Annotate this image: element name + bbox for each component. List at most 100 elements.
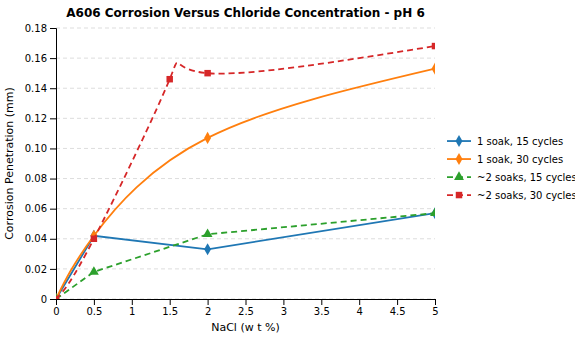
y-tick-mark — [50, 58, 56, 59]
y-tick-label: 0.10 — [25, 143, 47, 154]
y-axis: 0 0.02 0.04 0.06 0.08 0.10 0.12 0.14 0.16 0.18 — [25, 23, 57, 305]
y-tick: 0.06 — [25, 203, 56, 214]
legend-label: ~2 soaks, 15 cycles — [477, 172, 575, 183]
y-tick-label: 0.04 — [25, 233, 47, 244]
y-tick: 0.10 — [25, 143, 56, 154]
legend: 1 soak, 15 cycles 1 soak, 30 cycles ~2 soa… — [447, 135, 575, 201]
x-tick: 4 — [357, 299, 363, 317]
y-tick-mark — [50, 179, 56, 180]
x-tick-mark — [359, 299, 360, 305]
y-tick-label: 0.14 — [25, 83, 47, 94]
x-tick-label: 2.5 — [238, 306, 254, 317]
x-tick-label: 4.5 — [390, 306, 406, 317]
x-tick: 4.5 — [390, 299, 406, 317]
series-line — [56, 69, 435, 299]
y-tick: 0.14 — [25, 83, 56, 94]
x-tick: 3 — [281, 299, 287, 317]
x-tick-mark — [397, 299, 398, 305]
grid — [56, 28, 435, 299]
x-tick-mark — [94, 299, 95, 305]
grid-line — [56, 208, 435, 209]
series-marker — [430, 207, 435, 216]
series-line — [56, 213, 435, 299]
series-marker — [56, 293, 59, 299]
y-tick-mark — [50, 239, 56, 240]
y-tick-mark — [50, 269, 56, 270]
x-tick: 0.5 — [86, 299, 102, 317]
legend-marker — [456, 153, 463, 165]
y-tick: 0.04 — [25, 233, 56, 244]
legend-item: ~2 soaks, 15 cycles — [447, 171, 575, 182]
series-marker — [91, 236, 97, 242]
y-tick-mark — [50, 88, 56, 89]
series-marker — [56, 293, 61, 299]
x-tick-mark — [321, 299, 322, 305]
legend-item: 1 soak, 15 cycles — [447, 135, 563, 147]
series-marker — [204, 243, 211, 255]
x-tick-mark — [132, 299, 133, 305]
x-tick-label: 0.5 — [86, 306, 102, 317]
y-tick-mark — [50, 148, 56, 149]
y-tick-mark — [50, 209, 56, 210]
plot: 0 0.5 1 1.5 2 2.5 3 3.5 4 4.5 5 0 0.02 0.04 0.06 0.08 0.… — [25, 23, 440, 317]
series-marker — [432, 43, 435, 49]
title: A606 Corrosion Versus Chloride Concentra… — [66, 6, 424, 20]
series-marker — [90, 230, 97, 242]
y-tick: 0 — [41, 294, 56, 305]
series-marker — [166, 76, 172, 82]
legend-marker — [456, 135, 463, 147]
y-tick: 0.02 — [25, 264, 56, 275]
legend-item: 1 soak, 30 cycles — [447, 153, 563, 165]
x-axis: 0 0.5 1 1.5 2 2.5 3 3.5 4 4.5 5 — [53, 299, 438, 317]
grid-line — [56, 178, 435, 179]
grid-line — [56, 28, 435, 29]
y-tick-mark — [50, 299, 56, 300]
series-marker — [204, 70, 210, 76]
y-tick-label: 0.02 — [25, 264, 47, 275]
x-tick: 1.5 — [162, 299, 178, 317]
series-marker — [203, 229, 213, 238]
x-tick-label: 1.5 — [162, 306, 178, 317]
legend-marker — [456, 192, 462, 198]
y-tick-label: 0.06 — [25, 203, 47, 214]
x-tick-label: 5 — [432, 306, 438, 317]
x-tick: 1 — [129, 299, 135, 317]
series-group — [56, 43, 435, 299]
x-tick-mark — [170, 299, 171, 305]
x-tick: 0 — [53, 299, 59, 317]
y-tick-label: 0.12 — [25, 113, 47, 124]
series-line — [56, 46, 435, 299]
legend-item: ~2 soaks, 30 cycles — [447, 190, 575, 201]
y-tick-mark — [50, 118, 56, 119]
x-tick: 5 — [432, 299, 438, 317]
legend-label: 1 soak, 15 cycles — [477, 136, 563, 147]
x-axis-line — [57, 300, 436, 306]
x-tick-label: 1 — [129, 306, 135, 317]
x-tick-mark — [435, 299, 436, 305]
y-axis-line — [50, 29, 57, 300]
y-tick: 0.12 — [25, 113, 56, 124]
x-axis-title: NaCl (w t %) — [211, 321, 280, 334]
x-tick-label: 4 — [357, 306, 363, 317]
x-tick: 2.5 — [238, 299, 254, 317]
x-tick-label: 3.5 — [314, 306, 330, 317]
series-marker — [432, 63, 435, 75]
y-tick-label: 0.08 — [25, 173, 47, 184]
grid-line — [56, 118, 435, 119]
chart: 0 0.5 1 1.5 2 2.5 3 3.5 4 4.5 5 0 0.02 0.04 0.06 0.08 0.… — [0, 0, 575, 337]
y-axis-title: Corrosion Penetration (mm) — [3, 87, 16, 240]
x-tick: 2 — [205, 299, 211, 317]
y-tick-label: 0.18 — [25, 23, 47, 34]
grid-line — [56, 58, 435, 59]
y-tick: 0.18 — [25, 23, 56, 34]
x-tick-label: 0 — [53, 306, 59, 317]
grid-line — [56, 148, 435, 149]
grid-line — [56, 268, 435, 269]
y-tick-label: 0.16 — [25, 53, 47, 64]
legend-marker — [454, 171, 464, 180]
x-tick: 3.5 — [314, 299, 330, 317]
x-tick-mark — [283, 299, 284, 305]
y-tick: 0.08 — [25, 173, 56, 184]
y-tick-label: 0 — [41, 294, 47, 305]
legend-label: ~2 soaks, 30 cycles — [477, 190, 575, 201]
